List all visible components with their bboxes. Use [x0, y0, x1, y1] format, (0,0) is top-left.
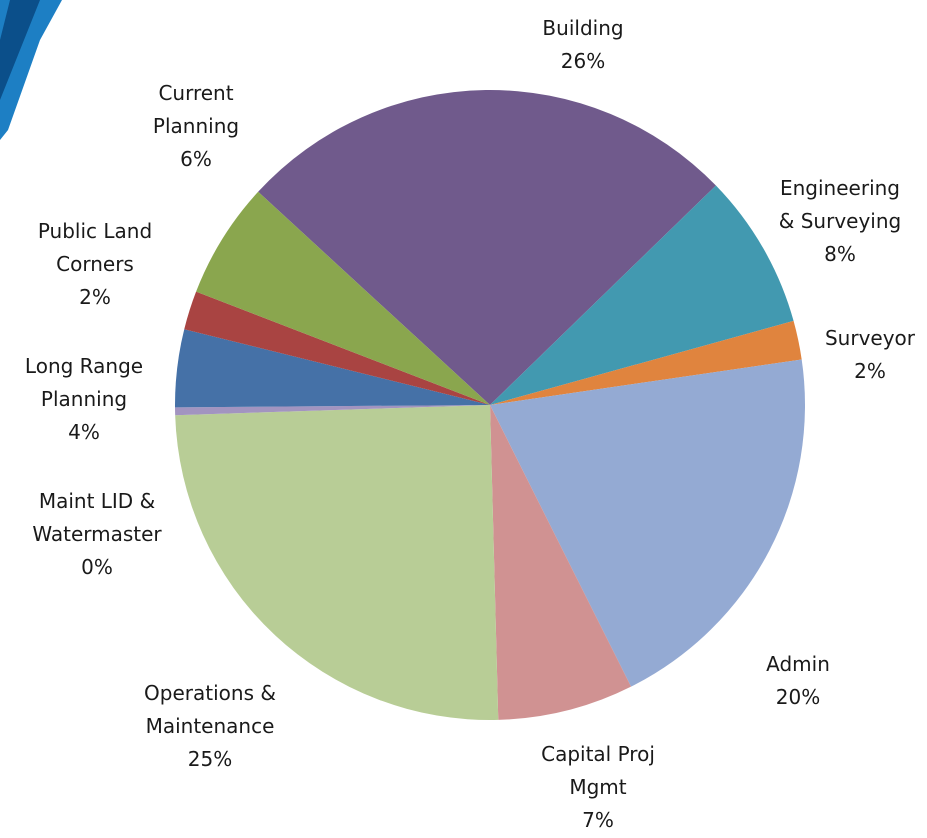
value-label: 4%	[25, 416, 143, 449]
value-label: 6%	[153, 143, 239, 176]
category-label: Admin	[766, 648, 830, 681]
page: (() => { const data = JSON.parse(documen…	[0, 0, 927, 838]
category-label: Operations & Maintenance	[144, 677, 276, 743]
value-label: 2%	[38, 281, 152, 314]
category-label: Building	[542, 12, 623, 45]
category-label: Long Range Planning	[25, 350, 143, 416]
category-label: Maint LID & Watermaster	[32, 485, 161, 551]
value-label: 7%	[541, 804, 655, 837]
category-label: Engineering & Surveying	[779, 172, 901, 238]
value-label: 20%	[766, 681, 830, 714]
category-label: Public Land Corners	[38, 215, 152, 281]
value-label: 2%	[825, 355, 915, 388]
value-label: 0%	[32, 551, 161, 584]
category-label: Surveyor	[825, 322, 915, 355]
value-label: 25%	[144, 743, 276, 776]
pie-slice	[175, 405, 498, 720]
value-label: 26%	[542, 45, 623, 78]
value-label: 8%	[779, 238, 901, 271]
category-label: Current Planning	[153, 77, 239, 143]
category-label: Capital Proj Mgmt	[541, 738, 655, 804]
